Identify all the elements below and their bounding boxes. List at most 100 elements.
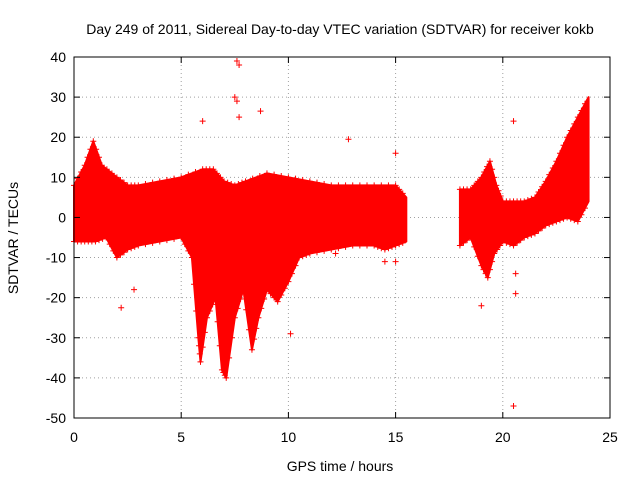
envelope-edge-marker bbox=[231, 182, 238, 189]
envelope-edge-marker bbox=[489, 166, 496, 173]
envelope-edge-marker bbox=[285, 278, 292, 285]
envelope-edge-marker bbox=[567, 215, 574, 222]
y-tick-label: -20 bbox=[46, 290, 66, 306]
envelope-edge-marker bbox=[171, 175, 178, 182]
envelope-edge-marker bbox=[216, 342, 223, 349]
envelope-edge-marker bbox=[299, 253, 306, 260]
plot-frame bbox=[73, 56, 611, 419]
chart-title: Day 249 of 2011, Sidereal Day-to-day VTE… bbox=[86, 21, 594, 37]
envelope-edge-marker bbox=[171, 235, 178, 242]
y-tick-label: 40 bbox=[50, 49, 66, 65]
envelope-edge-marker bbox=[281, 285, 288, 292]
envelope-edge-marker bbox=[313, 179, 320, 186]
envelope-edge-marker bbox=[306, 250, 313, 257]
envelope-edge-marker bbox=[549, 219, 556, 226]
envelope-edge-marker bbox=[299, 177, 306, 184]
envelope-edge-marker bbox=[567, 127, 574, 134]
envelope-edge-marker bbox=[271, 171, 278, 178]
envelope-edge-marker bbox=[261, 296, 268, 303]
outlier-marker bbox=[231, 94, 238, 101]
outlier-marker bbox=[345, 136, 352, 143]
outlier-marker bbox=[236, 114, 243, 121]
envelope-edge-marker bbox=[335, 182, 342, 189]
envelope-edge-marker bbox=[192, 168, 199, 175]
envelope-edge-marker bbox=[389, 243, 396, 250]
envelope-edge-marker bbox=[553, 218, 560, 225]
envelope-edge-marker bbox=[251, 336, 258, 343]
envelope-edge-marker bbox=[113, 254, 120, 261]
envelope-edge-marker bbox=[274, 298, 281, 305]
x-axis-ticks: 0 5 10 15 20 25 bbox=[70, 57, 618, 445]
envelope-edge-marker bbox=[156, 178, 163, 185]
envelope-edge-marker bbox=[378, 245, 385, 252]
envelope-edge-marker bbox=[546, 171, 553, 178]
envelope-edge-marker bbox=[471, 243, 478, 250]
envelope-edge-marker bbox=[482, 270, 489, 277]
envelope-edge-marker bbox=[378, 182, 385, 189]
y-tick-label: -50 bbox=[46, 410, 66, 426]
envelope-edge-marker bbox=[178, 174, 185, 181]
envelope-edge-marker bbox=[256, 172, 263, 179]
envelope-edge-marker bbox=[313, 249, 320, 256]
envelope-edge-marker bbox=[121, 179, 128, 186]
outlier-marker bbox=[233, 58, 240, 65]
envelope-edge-marker bbox=[246, 326, 253, 333]
envelope-edge-marker bbox=[199, 344, 206, 351]
envelope-edge-marker bbox=[163, 237, 170, 244]
y-axis-ticks: 40 30 20 10 0 -10 -20 -30 -40 -50 bbox=[46, 49, 610, 426]
envelope-edge-marker bbox=[494, 246, 501, 253]
plot-area bbox=[71, 58, 590, 409]
data-envelope-segment-0-to-15.5h bbox=[73, 140, 408, 379]
envelope-edge-marker bbox=[510, 242, 517, 249]
envelope-edge-marker bbox=[506, 241, 513, 248]
envelope-edge-marker bbox=[478, 174, 485, 181]
x-tick-label: 25 bbox=[602, 429, 618, 445]
envelope-edge-marker bbox=[306, 178, 313, 185]
y-tick-label: 0 bbox=[58, 209, 66, 225]
envelope-edge-marker bbox=[99, 235, 106, 242]
envelope-edge-marker bbox=[467, 186, 474, 193]
envelope-edge-marker bbox=[185, 247, 192, 254]
envelope-edge-marker bbox=[212, 294, 219, 301]
envelope-edge-marker bbox=[195, 334, 202, 341]
envelope-edge-marker bbox=[117, 177, 124, 184]
envelope-edge-marker bbox=[90, 138, 97, 145]
envelope-edge-marker bbox=[484, 274, 491, 281]
y-tick-label: -40 bbox=[46, 370, 66, 386]
envelope-edge-marker bbox=[546, 221, 553, 228]
envelope-edge-marker bbox=[87, 146, 94, 153]
envelope-edge-marker bbox=[460, 239, 467, 246]
envelope-edge-marker bbox=[93, 146, 100, 153]
envelope-edge-marker bbox=[271, 294, 278, 301]
envelope-edge-marker bbox=[385, 245, 392, 252]
envelope-edge-marker bbox=[514, 239, 521, 246]
envelope-edge-marker bbox=[92, 238, 99, 245]
envelope-edge-marker bbox=[288, 270, 295, 277]
envelope-edge-marker bbox=[571, 217, 578, 224]
envelope-edge-marker bbox=[221, 178, 228, 185]
envelope-edge-marker bbox=[131, 243, 138, 250]
envelope-edge-marker bbox=[117, 251, 124, 258]
envelope-edge-marker bbox=[342, 182, 349, 189]
envelope-edge-marker bbox=[560, 215, 567, 222]
envelope-edge-marker bbox=[248, 346, 255, 353]
envelope-edge-marker bbox=[499, 238, 506, 245]
envelope-edge-marker bbox=[528, 195, 535, 202]
envelope-edge-marker bbox=[321, 247, 328, 254]
envelope-edge-marker bbox=[218, 366, 225, 373]
envelope-edge-marker bbox=[149, 179, 156, 186]
envelope-edge-marker bbox=[193, 308, 200, 315]
outlier-marker bbox=[236, 62, 243, 69]
envelope-edge-marker bbox=[578, 211, 585, 218]
envelope-edge-marker bbox=[113, 174, 120, 181]
envelope-edge-marker bbox=[371, 182, 378, 189]
envelope-edge-marker bbox=[285, 174, 292, 181]
envelope-edge-marker bbox=[228, 334, 235, 341]
envelope-edge-marker bbox=[396, 186, 403, 193]
x-tick-label: 0 bbox=[70, 429, 78, 445]
envelope-edge-marker bbox=[278, 172, 285, 179]
envelope-edge-marker bbox=[491, 250, 498, 257]
x-axis-label: GPS time / hours bbox=[287, 458, 394, 474]
x-tick-label: 15 bbox=[388, 429, 404, 445]
outlier-marker bbox=[257, 108, 264, 115]
